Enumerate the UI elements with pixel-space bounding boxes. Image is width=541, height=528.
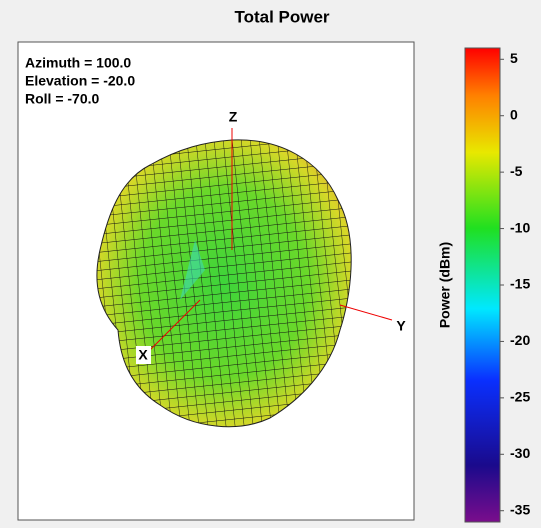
y-label: Y: [396, 318, 406, 334]
colorbar: [464, 47, 501, 523]
surface: [96, 139, 352, 428]
annotation: Azimuth = 100.0: [25, 55, 131, 71]
colorbar-tick-label: -10: [510, 219, 530, 235]
chart-title: Total Power: [234, 7, 329, 26]
colorbar-tick-label: 5: [510, 50, 518, 66]
colorbar-tick-label: -20: [510, 332, 530, 348]
colorbar-tick-label: -15: [510, 276, 530, 292]
colorbar-tick-label: -30: [510, 445, 530, 461]
annotation: Roll = -70.0: [25, 91, 100, 107]
x-axis: [149, 299, 201, 351]
colorbar-tick-label: -25: [510, 389, 530, 405]
x-label: X: [138, 347, 148, 363]
z-label: Z: [229, 109, 238, 125]
annotation: Elevation = -20.0: [25, 73, 135, 89]
y-axis: [339, 304, 393, 321]
x-label-box: [136, 346, 151, 364]
colorbar-label: Power (dBm): [437, 242, 453, 328]
colorbar-tick-label: -35: [510, 501, 530, 517]
colorbar-tick-label: -5: [510, 163, 523, 179]
colorbar-tick-label: 0: [510, 106, 518, 122]
